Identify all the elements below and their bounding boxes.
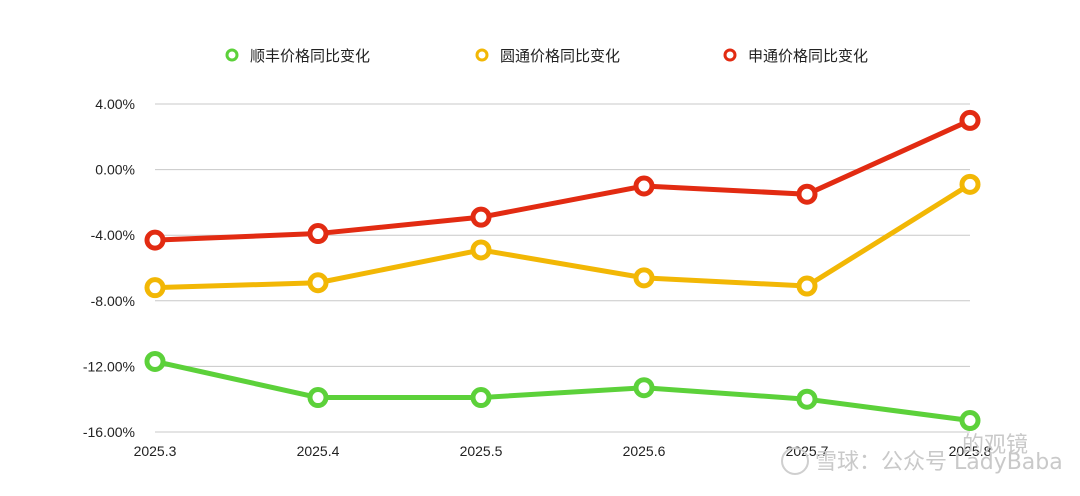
data-point: [144, 350, 166, 372]
watermark-suffix: 的观镜: [962, 433, 1028, 458]
legend-marker: [723, 48, 737, 62]
data-point: [796, 183, 818, 205]
y-tick-label: -12.00%: [83, 358, 135, 374]
x-tick-label: 2025.7: [786, 443, 829, 459]
legend-label: 顺丰价格同比变化: [250, 47, 370, 65]
data-point: [796, 388, 818, 410]
series-1: [144, 173, 981, 299]
legend-label: 申通价格同比变化: [748, 47, 868, 65]
x-tick-label: 2025.3: [134, 443, 177, 459]
grid-lines: [155, 103, 970, 433]
legend: 顺丰价格同比变化 圆通价格同比变化 申通价格同比变化: [225, 47, 868, 65]
data-point: [470, 239, 492, 261]
data-point: [633, 267, 655, 289]
data-point: [470, 206, 492, 228]
data-point: [959, 410, 981, 432]
watermark-text: 雪球：公众号 LadyBaba: [815, 450, 1063, 475]
series-line: [152, 117, 973, 243]
y-tick-label: -8.00%: [91, 293, 135, 309]
x-tick-label: 2025.8: [949, 443, 992, 459]
data-point: [633, 377, 655, 399]
y-tick-label: 4.00%: [95, 96, 135, 112]
series-2: [144, 109, 981, 251]
data-point: [796, 275, 818, 297]
series-lines: [144, 109, 981, 432]
y-tick-label: 0.00%: [95, 162, 135, 178]
watermark: 雪球：公众号 LadyBaba 的观镜: [781, 433, 1063, 475]
data-point: [307, 387, 329, 409]
y-axis-ticks: 4.00% 0.00% -4.00% -8.00% -12.00% -16.00%: [83, 96, 135, 440]
series-line: [152, 358, 973, 424]
data-point: [144, 277, 166, 299]
data-point: [959, 109, 981, 131]
data-point: [307, 223, 329, 245]
x-tick-label: 2025.4: [297, 443, 340, 459]
y-tick-label: -16.00%: [83, 424, 135, 440]
series-line: [152, 181, 973, 291]
x-tick-label: 2025.6: [623, 443, 666, 459]
data-point: [307, 272, 329, 294]
legend-marker: [225, 48, 239, 62]
data-point: [633, 175, 655, 197]
y-tick-label: -4.00%: [91, 227, 135, 243]
data-point: [959, 173, 981, 195]
watermark-logo-icon: [781, 447, 809, 475]
x-axis-ticks: 2025.3 2025.4 2025.5 2025.6 2025.7 2025.8: [134, 443, 992, 459]
data-point: [470, 387, 492, 409]
legend-label: 圆通价格同比变化: [500, 47, 620, 65]
series-0: [144, 350, 981, 432]
x-tick-label: 2025.5: [460, 443, 503, 459]
legend-marker: [475, 48, 489, 62]
data-point: [144, 229, 166, 251]
